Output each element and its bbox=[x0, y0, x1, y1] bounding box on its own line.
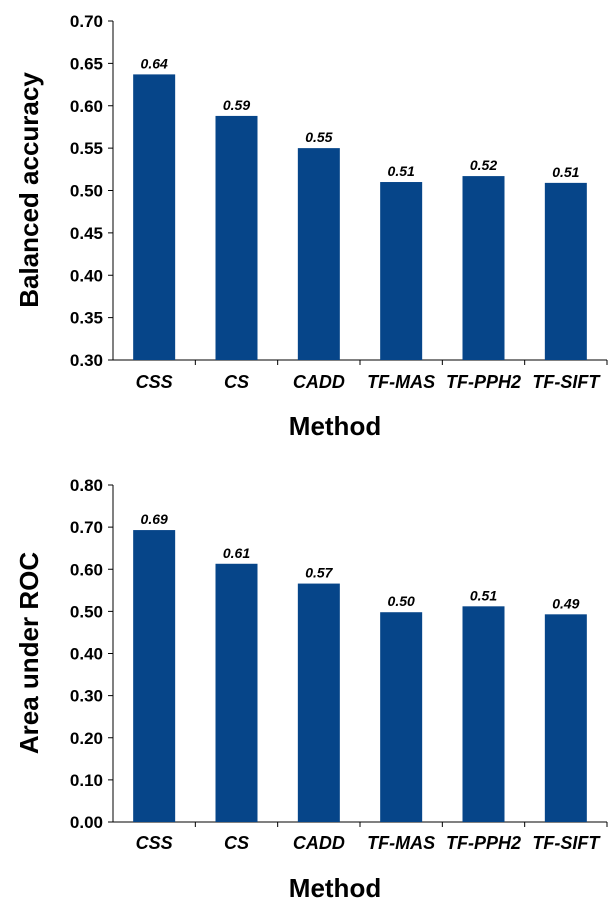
y-axis-title: Area under ROC bbox=[14, 552, 44, 754]
bar-cs bbox=[215, 115, 258, 360]
bar-cadd bbox=[297, 583, 340, 822]
area-under-roc-chart: 0.00 0.10 0.20 0.30 0.40 0.50 0.60 0.70 0.80 0.69… bbox=[14, 476, 608, 899]
y-tick-label: 0.60 bbox=[70, 560, 103, 579]
y-tick-label: 0.20 bbox=[70, 729, 103, 748]
y-tick-label: 0.60 bbox=[70, 97, 103, 116]
x-tick-label: CADD bbox=[293, 833, 345, 853]
y-axis-title: Balanced accuracy bbox=[14, 72, 44, 308]
data-label: 0.51 bbox=[470, 587, 497, 603]
y-tick-label: 0.40 bbox=[70, 266, 103, 285]
x-tick-label: TF-PPH2 bbox=[446, 833, 521, 853]
x-tick-label: CS bbox=[224, 833, 249, 853]
data-label: 0.57 bbox=[305, 565, 333, 581]
bar-css bbox=[133, 74, 176, 360]
bar-tf-mas bbox=[380, 612, 423, 822]
bar-tf-pph2 bbox=[462, 606, 505, 822]
data-label: 0.69 bbox=[141, 511, 168, 527]
y-tick-label: 0.30 bbox=[70, 351, 103, 370]
data-label: 0.61 bbox=[223, 545, 250, 561]
data-label: 0.50 bbox=[388, 593, 415, 609]
x-tick-label: CS bbox=[224, 372, 249, 392]
x-tick-label: CSS bbox=[136, 833, 173, 853]
y-tick-label: 0.40 bbox=[70, 645, 103, 664]
x-axis-title: Method bbox=[289, 411, 381, 441]
y-tick-label: 0.70 bbox=[70, 12, 103, 31]
y-tick-label: 0.55 bbox=[70, 139, 103, 158]
x-tick-label: TF-MAS bbox=[367, 833, 435, 853]
x-tick-label: TF-MAS bbox=[367, 372, 435, 392]
data-label: 0.51 bbox=[388, 163, 415, 179]
y-tick-label: 0.35 bbox=[70, 309, 103, 328]
data-label: 0.59 bbox=[223, 97, 250, 113]
y-tick-label: 0.45 bbox=[70, 224, 103, 243]
data-label: 0.64 bbox=[141, 55, 168, 71]
data-label: 0.52 bbox=[470, 157, 497, 173]
y-tick-label: 0.10 bbox=[70, 771, 103, 790]
y-tick-label: 0.70 bbox=[70, 518, 103, 537]
bar-tf-pph2 bbox=[462, 176, 505, 360]
x-tick-label: TF-PPH2 bbox=[446, 372, 521, 392]
bar-cadd bbox=[297, 148, 340, 360]
bar-tf-sift bbox=[544, 614, 587, 822]
y-tick-label: 0.80 bbox=[70, 476, 103, 495]
x-tick-label: CADD bbox=[293, 372, 345, 392]
y-tick-label: 0.50 bbox=[70, 182, 103, 201]
x-tick-label: CSS bbox=[136, 372, 173, 392]
bar-tf-sift bbox=[544, 182, 587, 360]
y-tick-label: 0.00 bbox=[70, 813, 103, 832]
bar-cs bbox=[215, 563, 258, 822]
x-tick-label: TF-SIFT bbox=[532, 372, 601, 392]
x-tick-label: TF-SIFT bbox=[532, 833, 601, 853]
bar-tf-mas bbox=[380, 182, 423, 360]
x-axis-title: Method bbox=[289, 873, 381, 899]
y-tick-label: 0.50 bbox=[70, 602, 103, 621]
balanced-accuracy-chart: 0.30 0.35 0.40 0.45 0.50 0.55 0.60 0.65 0.70 0.64… bbox=[14, 12, 608, 441]
y-tick-label: 0.65 bbox=[70, 54, 103, 73]
data-label: 0.49 bbox=[552, 595, 579, 611]
data-label: 0.55 bbox=[305, 129, 332, 145]
data-label: 0.51 bbox=[552, 164, 579, 180]
bar-css bbox=[133, 530, 176, 822]
y-tick-label: 0.30 bbox=[70, 687, 103, 706]
